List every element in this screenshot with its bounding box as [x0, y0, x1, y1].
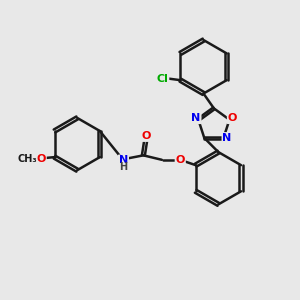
Text: Cl: Cl: [157, 74, 168, 84]
Text: O: O: [176, 155, 185, 165]
Text: N: N: [191, 113, 201, 123]
Text: N: N: [119, 155, 128, 165]
Text: O: O: [141, 131, 151, 141]
Text: O: O: [37, 154, 46, 164]
Text: O: O: [228, 113, 237, 123]
Text: N: N: [223, 133, 232, 143]
Text: H: H: [119, 162, 128, 172]
Text: CH₃: CH₃: [17, 154, 37, 164]
